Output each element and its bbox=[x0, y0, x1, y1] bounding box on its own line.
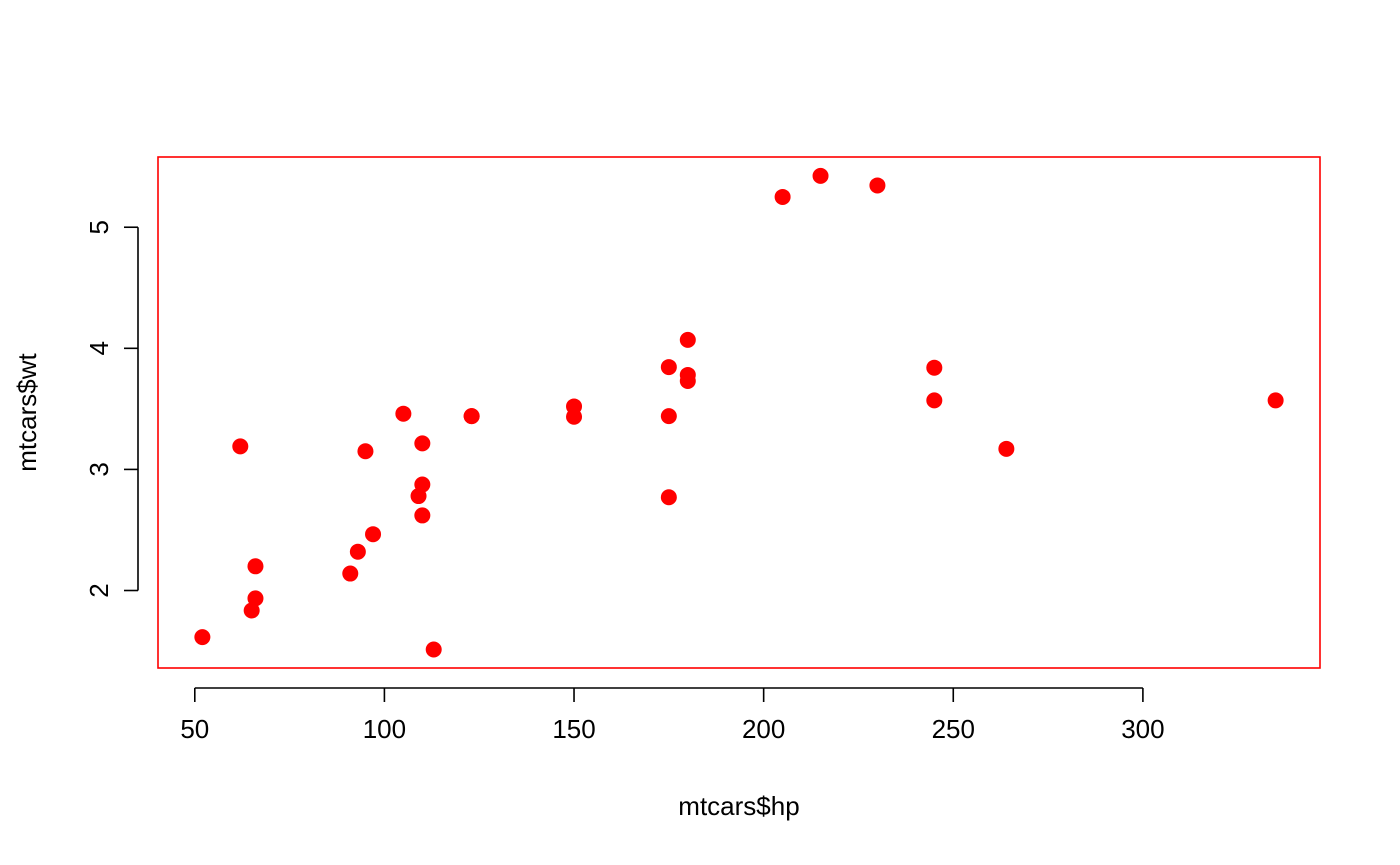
data-point bbox=[194, 629, 211, 646]
data-point bbox=[679, 331, 696, 348]
x-tick-label: 250 bbox=[932, 714, 975, 744]
data-point bbox=[869, 177, 886, 194]
data-point bbox=[812, 167, 829, 184]
data-point bbox=[342, 565, 359, 582]
x-axis-title: mtcars$hp bbox=[678, 791, 799, 821]
y-tick-label: 3 bbox=[84, 462, 114, 476]
data-point bbox=[1267, 392, 1284, 409]
y-tick-label: 2 bbox=[84, 583, 114, 597]
data-point bbox=[395, 405, 412, 422]
x-tick-label: 50 bbox=[180, 714, 209, 744]
data-point bbox=[998, 440, 1015, 457]
points-group bbox=[194, 167, 1284, 658]
x-tick-label: 100 bbox=[363, 714, 406, 744]
x-tick-label: 300 bbox=[1121, 714, 1164, 744]
data-point bbox=[243, 602, 260, 619]
data-point bbox=[414, 435, 431, 452]
data-point bbox=[463, 408, 480, 425]
axes-group: 50 100 150 200 250 300 2 3 4 5 bbox=[84, 220, 1165, 744]
data-point bbox=[926, 359, 943, 376]
data-point bbox=[247, 590, 264, 607]
data-point bbox=[660, 359, 677, 376]
x-tick-label: 200 bbox=[742, 714, 785, 744]
data-point bbox=[926, 392, 943, 409]
data-point bbox=[660, 489, 677, 506]
plot-frame bbox=[157, 156, 1321, 669]
data-point bbox=[679, 366, 696, 383]
y-axis-title: mtcars$wt bbox=[12, 352, 42, 471]
data-point bbox=[410, 488, 427, 505]
data-point bbox=[660, 408, 677, 425]
y-tick-label: 4 bbox=[84, 341, 114, 355]
data-point bbox=[425, 641, 442, 658]
data-point bbox=[232, 438, 249, 455]
data-point bbox=[566, 408, 583, 425]
data-point bbox=[349, 543, 366, 560]
data-point bbox=[414, 507, 431, 524]
data-point bbox=[357, 443, 374, 460]
y-tick-label: 5 bbox=[84, 220, 114, 234]
data-point bbox=[365, 526, 382, 543]
data-point bbox=[247, 558, 264, 575]
x-tick-label: 150 bbox=[552, 714, 595, 744]
data-point bbox=[774, 188, 791, 205]
